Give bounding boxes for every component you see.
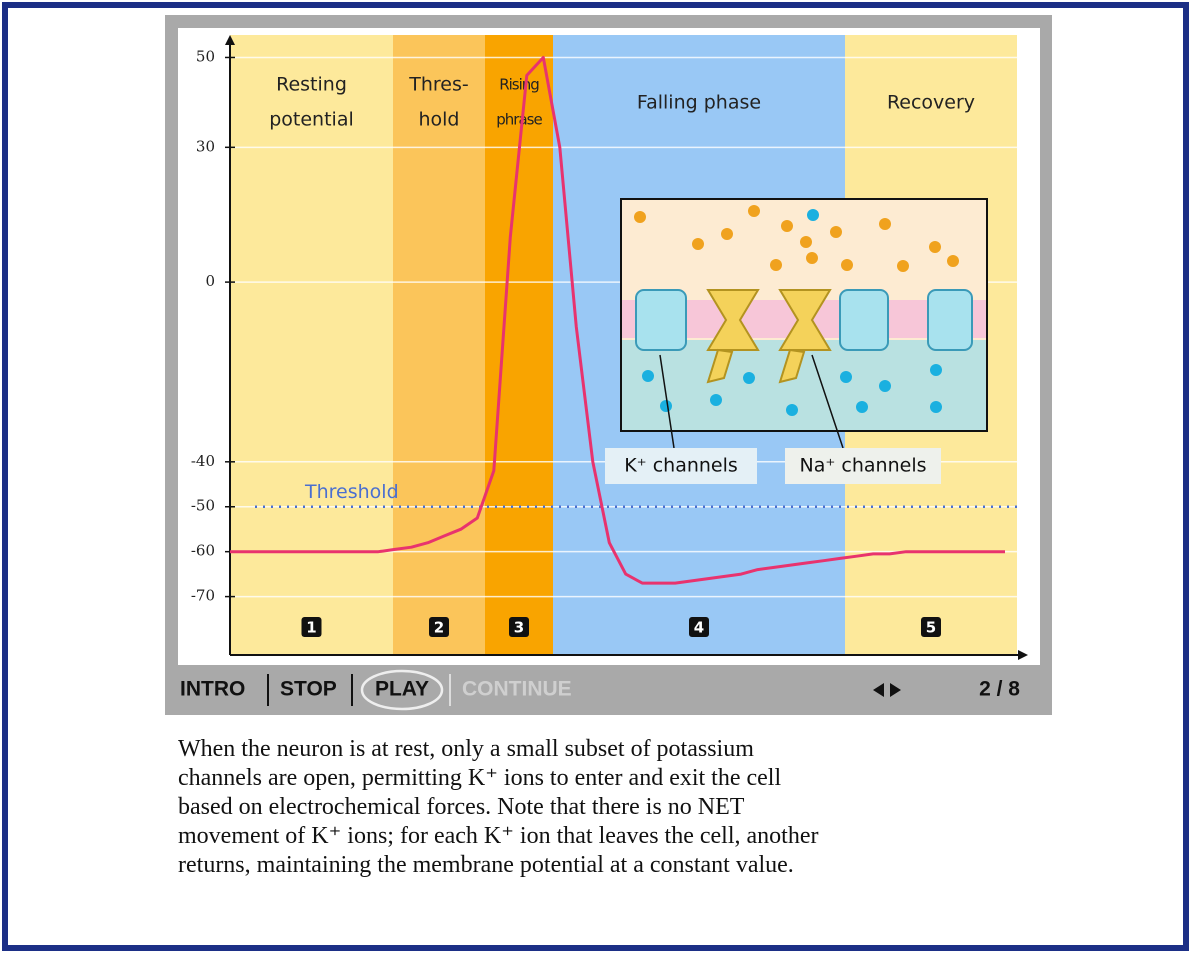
y-tick-label: 0 — [205, 272, 215, 290]
threshold-label: Threshold — [304, 481, 399, 503]
page: Resting potential 1 Thres-hold 2 Rising phrase… — [0, 0, 1191, 953]
phase-number: 5 — [926, 619, 936, 637]
stop-button[interactable]: STOP — [280, 678, 337, 701]
caption-line: When the neuron is at rest, only a small… — [178, 736, 754, 762]
phase-number: 1 — [306, 619, 316, 637]
na-label: Na⁺ channels — [799, 455, 926, 477]
y-tick-label: 30 — [196, 137, 215, 155]
phase-label: Falling phase — [637, 92, 761, 114]
caption-line: returns, maintaining the membrane potent… — [178, 852, 794, 878]
y-tick-label: -50 — [191, 497, 215, 515]
phase-label: Recovery — [887, 92, 975, 114]
phase-label: hold — [418, 109, 459, 131]
play-button[interactable]: PLAY — [375, 678, 429, 701]
caption-line: channels are open, permitting K⁺ ions to… — [178, 765, 781, 791]
phase-number: 4 — [694, 619, 704, 637]
phase-label: phrase — [496, 111, 542, 129]
y-tick-label: -40 — [191, 452, 215, 470]
phase-label: potential — [269, 109, 354, 131]
intro-button[interactable]: INTRO — [180, 678, 245, 701]
caption: When the neuron is at rest, only a small… — [178, 736, 818, 878]
phase-label: Resting — [276, 74, 347, 96]
phase-number: 2 — [434, 619, 444, 637]
k-label: K⁺ channels — [624, 455, 738, 477]
y-tick-label: -70 — [191, 587, 215, 605]
page-counter: 2 / 8 — [979, 678, 1020, 701]
phase-label: Rising — [499, 76, 539, 94]
continue-button[interactable]: CONTINUE — [462, 678, 572, 701]
caption-line: based on electrochemical forces. Note th… — [178, 794, 745, 820]
phase-label: Thres- — [408, 74, 469, 96]
y-tick-label: -60 — [191, 542, 215, 560]
caption-line: movement of K⁺ ions; for each K⁺ ion tha… — [178, 823, 818, 849]
y-tick-label: 50 — [196, 47, 215, 65]
phase-number: 3 — [514, 619, 524, 637]
